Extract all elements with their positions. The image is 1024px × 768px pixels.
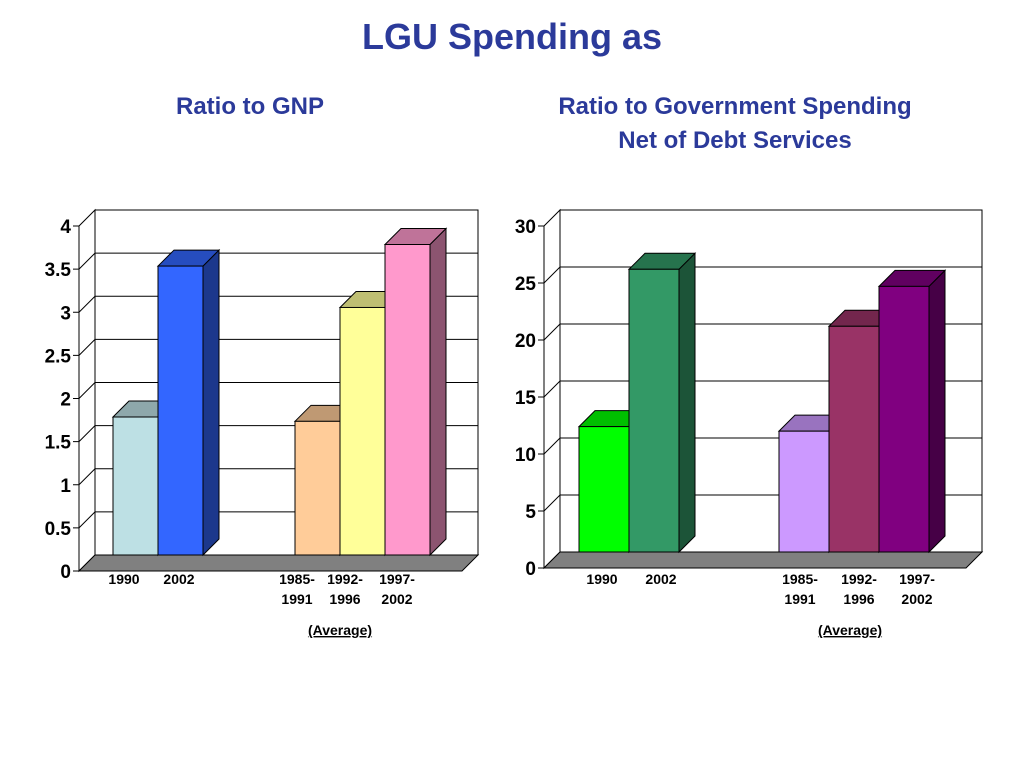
- x-tick-label: 1985-: [279, 571, 315, 587]
- bar-front: [628, 268, 680, 553]
- bar-front: [778, 430, 830, 553]
- chart-title-gov-line-1: Ratio to Government Spending: [558, 93, 912, 120]
- gridline-depth: [78, 252, 96, 270]
- chart-title-gov-spending: Ratio to Government Spending Net of Debt…: [470, 90, 1000, 158]
- chart-floor: [542, 551, 984, 569]
- bar-front: [384, 244, 431, 556]
- gridline-depth: [78, 468, 96, 486]
- bar-2: [627, 252, 697, 554]
- y-tick-label: 0.5: [45, 519, 72, 540]
- gridline-depth: [543, 380, 561, 398]
- x-tick-label: 1990: [108, 571, 139, 587]
- gridline-depth: [543, 323, 561, 341]
- y-tick-label: 10: [515, 445, 536, 466]
- x-tick-label: 1996: [843, 591, 874, 607]
- bar-front: [294, 420, 341, 556]
- x-tick-label: 2002: [901, 591, 932, 607]
- x-tick-label: 1985-: [782, 571, 818, 587]
- bar-front: [878, 285, 930, 553]
- chart-title-gnp: Ratio to GNP: [100, 90, 400, 124]
- x-tick-label: 1997-: [899, 571, 935, 587]
- y-tick-label: 15: [515, 388, 537, 409]
- gridline-depth: [78, 511, 96, 529]
- bar-5: [383, 227, 448, 557]
- bar-side: [678, 252, 696, 554]
- x-tick-label: 1997-: [379, 571, 415, 587]
- y-tick-label: 4: [60, 217, 71, 238]
- x-tick-label: 1992-: [327, 571, 363, 587]
- gridline-depth: [543, 494, 561, 512]
- chart-floor: [77, 554, 480, 572]
- gridline-depth: [543, 266, 561, 284]
- bar-side: [202, 248, 220, 557]
- bar-front: [339, 306, 386, 556]
- chart-title-gnp-line: Ratio to GNP: [176, 93, 324, 120]
- y-tick-label: 30: [515, 217, 536, 238]
- bar-side: [928, 269, 946, 554]
- bar-2: [156, 248, 221, 557]
- gridline-depth: [78, 425, 96, 442]
- x-tick-label: 2002: [163, 571, 194, 587]
- bar-front: [828, 325, 880, 553]
- y-tick-label: 0: [60, 562, 71, 583]
- bar-side: [429, 227, 447, 557]
- y-tick-label: 2.5: [45, 346, 72, 367]
- y-tick-label: 0: [525, 559, 536, 580]
- y-tick-label: 3: [60, 303, 71, 324]
- group-label-average: (Average): [818, 622, 882, 638]
- y-tick-label: 5: [525, 502, 536, 523]
- chart-title-gov-line-2: Net of Debt Services: [618, 127, 852, 154]
- bar-front: [157, 265, 204, 556]
- gridline-depth: [543, 437, 561, 455]
- chart-0: 0 0.5 1 1.5 2 2.5 3 3.5 4 1990 2002 1985- 1991 1992- 1…: [45, 208, 480, 638]
- x-tick-label: 1991: [784, 591, 815, 607]
- x-tick-label: 1990: [586, 571, 617, 587]
- x-tick-label: 1991: [281, 591, 312, 607]
- bar-front: [578, 426, 630, 553]
- y-tick-label: 2: [60, 390, 71, 411]
- y-tick-label: 1.5: [45, 433, 72, 454]
- y-tick-label: 3.5: [45, 260, 72, 281]
- x-tick-label: 2002: [381, 591, 412, 607]
- chart-1: 0 5 10 15 20 25 30 1990 2002 1985- 1991 1992- 1996 19…: [515, 208, 984, 638]
- x-tick-label: 2002: [645, 571, 676, 587]
- x-tick-label: 1992-: [841, 571, 877, 587]
- bar-5: [877, 269, 947, 554]
- y-tick-label: 25: [515, 274, 537, 295]
- x-tick-label: 1996: [329, 591, 360, 607]
- y-tick-label: 20: [515, 331, 536, 352]
- slide-title: LGU Spending as: [361, 16, 663, 57]
- gridline-depth: [78, 339, 96, 356]
- y-tick-label: 1: [60, 476, 71, 497]
- gridline-depth: [78, 295, 96, 313]
- bar-front: [112, 416, 159, 556]
- gridline-depth: [78, 382, 96, 399]
- group-label-average: (Average): [308, 622, 372, 638]
